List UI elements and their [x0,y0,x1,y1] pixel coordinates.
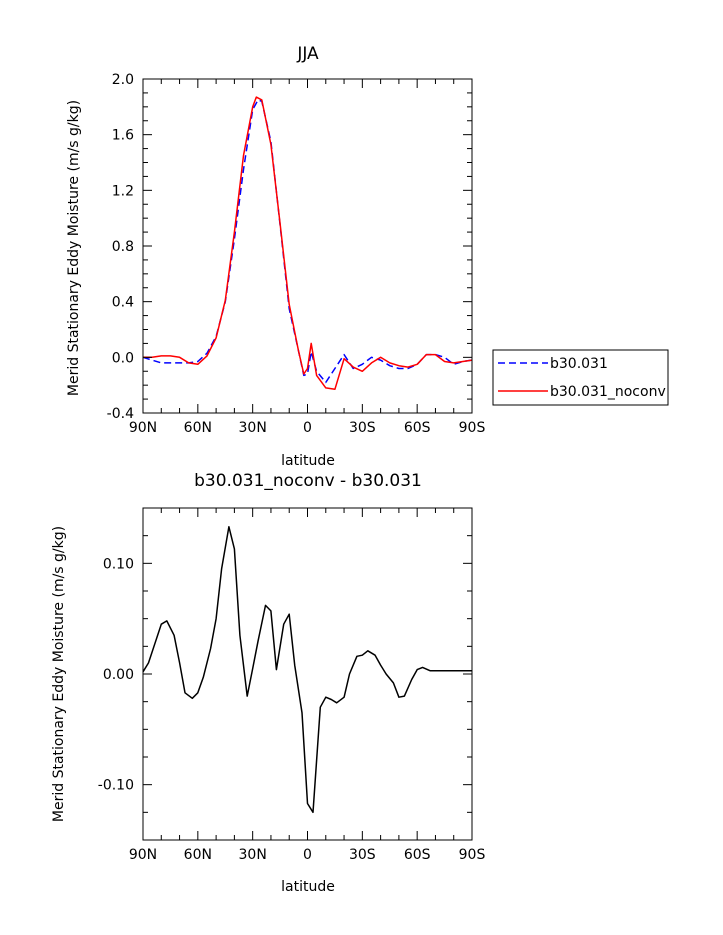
bottom-plot-xlabel: latitude [281,879,335,895]
top-plot: JJA Merid Stationary Eddy Moisture (m/s … [66,44,669,469]
legend-label-b30-031: b30.031 [550,356,608,372]
top-xtick-label: 90S [459,420,486,436]
top-ytick-label: 0.4 [112,295,134,311]
top-xtick-label: 60N [184,420,212,436]
bottom-plot: b30.031_noconv - b30.031 Merid Stationar… [51,471,485,895]
top-plot-xlabel: latitude [281,453,335,469]
top-xtick-label: 90N [129,420,157,436]
top-plot-tick-labels: 90N 60N 30N 0 30S 60S 90S -0.4 0.0 0.4 0.8 1.2 1.6 2.… [107,72,486,436]
top-ytick-label: 2.0 [112,72,134,88]
bottom-xtick-label: 60S [404,847,431,863]
bottom-xtick-label: 0 [303,847,312,863]
bottom-series-line-0 [142,526,472,814]
top-ytick-label: 1.2 [112,183,134,199]
top-xtick-label: 60S [404,420,431,436]
bottom-xtick-label: 90N [129,847,157,863]
top-xtick-label: 30S [349,420,376,436]
top-plot-series-group [142,96,473,391]
top-plot-frame [142,78,473,414]
bottom-plot-frame [142,507,473,841]
bottom-xtick-label: 30N [239,847,267,863]
bottom-plot-ylabel: Merid Stationary Eddy Moisture (m/s g/kg… [51,526,67,822]
legend-box [492,349,669,406]
bottom-ytick-label: 0.00 [103,667,134,683]
bottom-ytick-label: -0.10 [98,778,134,794]
bottom-plot-series-group [142,526,472,814]
top-ytick-label: 0.0 [112,350,134,366]
legend-label-b30-031-noconv: b30.031_noconv [550,384,666,400]
bottom-plot-tick-labels: 90N 60N 30N 0 30S 60S 90S -0.10 0.00 0.10 [98,556,486,863]
bottom-ytick-label: 0.10 [103,556,134,572]
top-ytick-label: 0.8 [112,239,134,255]
bottom-xtick-label: 60N [184,847,212,863]
top-series-line-0 [142,99,473,384]
top-ytick-label: -0.4 [107,406,134,422]
top-plot-ylabel: Merid Stationary Eddy Moisture (m/s g/kg… [66,100,82,396]
bottom-plot-title: b30.031_noconv - b30.031 [194,471,422,491]
top-plot-title: JJA [296,44,319,64]
top-series-line-1 [143,96,473,391]
top-xtick-label: 30N [239,420,267,436]
bottom-plot-ticks [142,507,473,841]
bottom-xtick-label: 30S [349,847,376,863]
top-xtick-label: 0 [303,420,312,436]
bottom-xtick-label: 90S [459,847,486,863]
top-ytick-label: 1.6 [112,128,134,144]
top-plot-legend: b30.031 b30.031_noconv [492,349,669,406]
